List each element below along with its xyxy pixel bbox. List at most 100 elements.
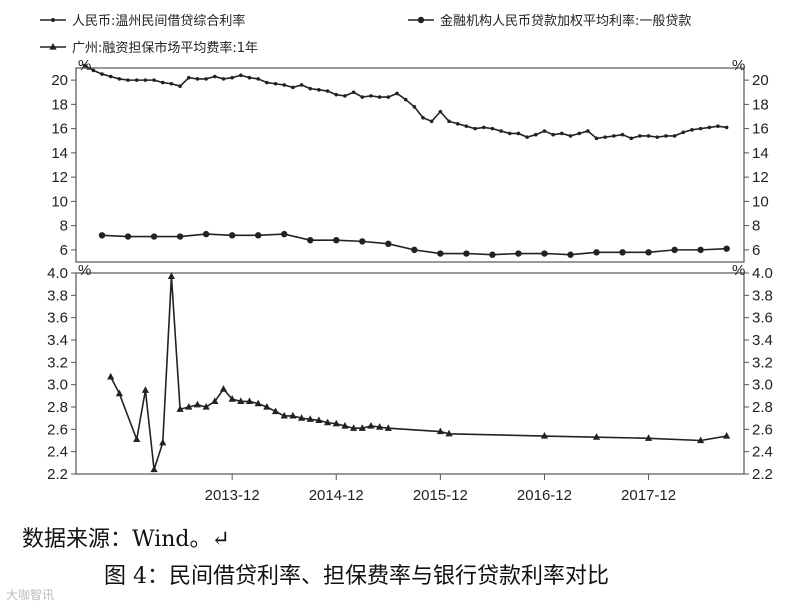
data-point [445, 429, 453, 437]
data-point [202, 403, 210, 410]
data-point [178, 84, 182, 88]
data-point [245, 397, 254, 405]
data-point [351, 90, 356, 95]
data-point [204, 77, 208, 81]
top-panel-right-tick-label: 16 [752, 121, 769, 138]
data-point [360, 95, 365, 99]
data-point [307, 236, 314, 244]
data-point [341, 421, 349, 429]
data-point [91, 68, 96, 73]
bottom-panel-right-tick-label: 2.2 [752, 466, 773, 483]
data-point [141, 386, 150, 393]
bottom-panel-right-tick-label: 3.2 [752, 354, 773, 371]
x-tick-label: 2017-12 [621, 487, 676, 504]
legend-label: 广州:融资担保市场平均费率:1年 [72, 40, 258, 56]
x-tick-label: 2014-12 [309, 487, 364, 504]
data-point [593, 249, 600, 256]
data-point [620, 132, 625, 137]
data-point [150, 465, 158, 473]
bottom-panel-left-tick-label: 2.8 [47, 399, 68, 416]
data-point [568, 134, 573, 138]
data-point [455, 121, 460, 126]
data-point [567, 251, 574, 258]
data-point [384, 424, 392, 431]
watermark-text: 大咖智讯 [6, 588, 55, 602]
data-point [263, 403, 271, 410]
bottom-panel-right-tick-label: 3.4 [752, 332, 773, 349]
legend-label: 人民币:温州民间借贷综合利率 [72, 13, 245, 29]
data-point [176, 405, 184, 412]
bottom-panel-unit-right: % [732, 262, 745, 279]
data-point [176, 233, 184, 240]
x-tick-label: 2013-12 [205, 487, 260, 504]
data-point [169, 81, 174, 86]
top-panel-unit-right: % [732, 57, 745, 74]
legend-marker [49, 43, 57, 50]
data-point [280, 411, 288, 419]
data-point [697, 436, 705, 444]
data-point [333, 236, 340, 244]
bottom-panel-left-tick-label: 3.2 [47, 354, 68, 371]
bottom-panel-right-tick-label: 2.8 [752, 399, 773, 416]
data-point [150, 233, 158, 240]
data-point [247, 75, 252, 80]
bottom-panel-left-tick-label: 3.8 [47, 287, 68, 304]
bottom-panel-right-tick-label: 3.0 [752, 377, 773, 394]
data-point [126, 78, 130, 82]
top-panel-left-tick-label: 16 [51, 121, 68, 138]
data-point [343, 94, 347, 98]
data-point [186, 75, 191, 80]
data-point [697, 246, 704, 254]
data-point [525, 135, 529, 139]
data-point [644, 434, 653, 441]
data-point [359, 238, 366, 245]
data-point [211, 397, 219, 405]
data-point [143, 78, 148, 82]
data-point [230, 75, 234, 80]
source-note: 数据来源：Wind。↵ [22, 527, 230, 552]
data-point [195, 77, 200, 81]
data-point [412, 105, 417, 109]
data-point [447, 119, 451, 124]
data-point [386, 95, 391, 99]
data-point [367, 421, 375, 429]
data-point [152, 78, 156, 82]
data-point [323, 418, 332, 426]
data-point [540, 432, 549, 439]
bottom-panel-unit-left: % [78, 262, 91, 279]
top-panel-left-tick-label: 20 [51, 72, 68, 89]
x-tick-label: 2016-12 [517, 487, 572, 504]
data-point [436, 427, 444, 435]
data-point [577, 131, 581, 136]
data-point [254, 399, 262, 407]
data-point [645, 249, 652, 256]
data-point [376, 423, 384, 430]
data-point [308, 86, 313, 91]
bottom-panel-left-tick-label: 3.0 [47, 377, 68, 394]
data-point [213, 74, 217, 79]
data-point [317, 88, 321, 92]
bottom-panel-frame [75, 272, 745, 475]
data-point [671, 246, 678, 254]
bottom-panel-right-tick-label: 2.6 [752, 421, 773, 438]
data-point [358, 424, 366, 431]
data-point [117, 77, 122, 81]
data-point [612, 134, 616, 138]
data-point [664, 134, 668, 138]
bottom-panel-left-tick-label: 2.2 [47, 466, 68, 483]
x-axis: 2013-12 2014-12 2015-12 2016-12 2017-12 [205, 474, 676, 504]
top-panel-right-tick-label: 10 [752, 193, 769, 210]
data-point [334, 92, 339, 97]
data-point [107, 372, 115, 380]
data-point [698, 126, 703, 131]
legend-marker [51, 18, 55, 22]
data-point [108, 74, 113, 79]
data-point [619, 249, 626, 256]
data-point [429, 119, 434, 124]
data-point [350, 424, 358, 431]
data-point [507, 131, 512, 136]
data-point [237, 397, 245, 405]
data-point [516, 131, 521, 136]
legend-marker [417, 16, 425, 24]
top-panel-right-tick-label: 18 [752, 96, 769, 113]
